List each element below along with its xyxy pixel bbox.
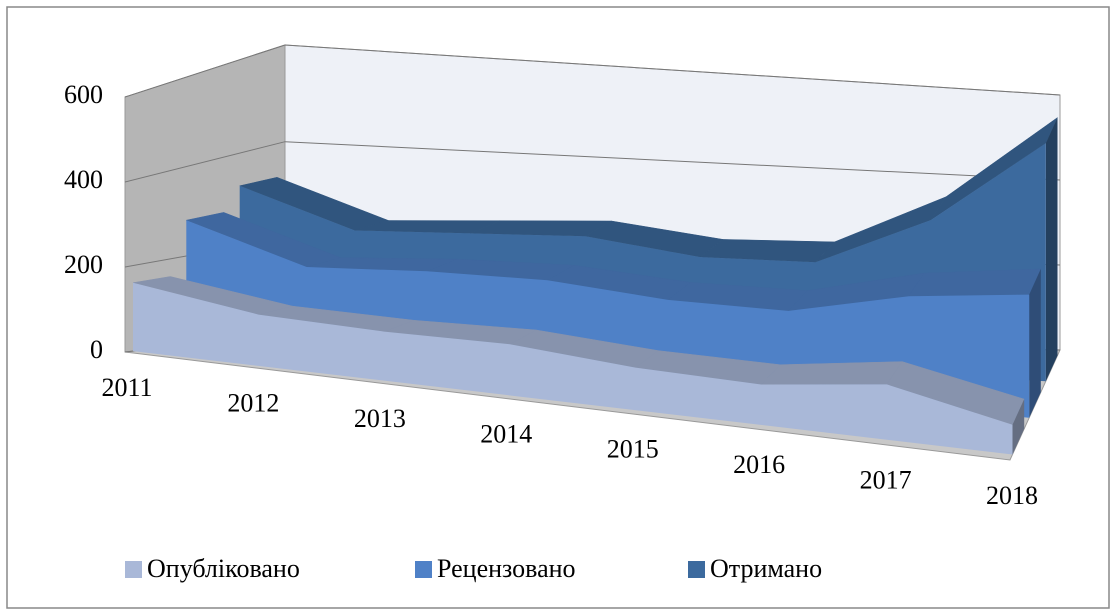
x-tick-label: 2014 bbox=[480, 419, 532, 448]
legend-swatch bbox=[688, 561, 705, 578]
grid-line bbox=[124, 141, 1061, 183]
area-top bbox=[908, 268, 1042, 297]
grid-line bbox=[124, 44, 1061, 98]
legend-label: Рецензовано bbox=[437, 554, 576, 583]
area-side bbox=[1045, 117, 1058, 382]
x-tick-label: 2018 bbox=[986, 481, 1038, 510]
legend-label: Опубліковано bbox=[147, 554, 300, 583]
legend-swatch bbox=[125, 561, 142, 578]
area-side bbox=[1029, 268, 1041, 418]
y-tick-label: 400 bbox=[64, 165, 103, 194]
y-tick-label: 600 bbox=[64, 80, 103, 109]
x-tick-label: 2017 bbox=[860, 466, 912, 495]
legend-label: Отримано bbox=[710, 554, 822, 583]
x-tick-label: 2016 bbox=[733, 450, 785, 479]
y-tick-label: 200 bbox=[64, 250, 103, 279]
area bbox=[133, 282, 1013, 455]
area-side bbox=[1012, 399, 1025, 455]
x-tick-label: 2015 bbox=[607, 435, 659, 464]
x-tick-label: 2012 bbox=[227, 388, 279, 417]
x-tick-label: 2011 bbox=[101, 373, 152, 402]
y-tick-label: 0 bbox=[90, 335, 103, 364]
legend-swatch bbox=[415, 561, 432, 578]
x-tick-label: 2013 bbox=[354, 404, 406, 433]
area-top bbox=[760, 361, 903, 385]
